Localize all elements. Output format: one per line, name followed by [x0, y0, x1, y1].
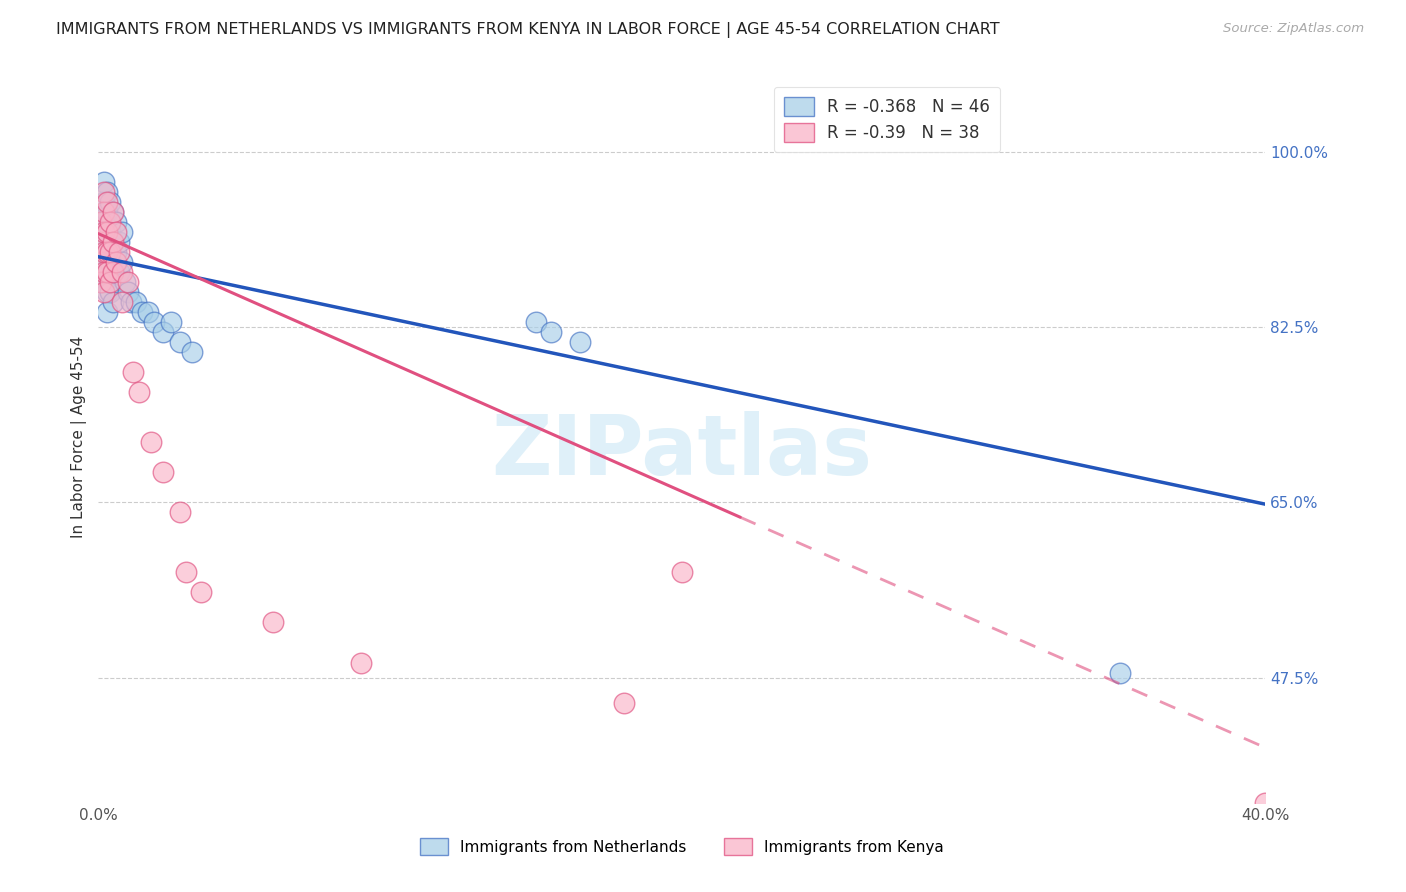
- Point: [90, 275, 112, 289]
- Point: [96, 244, 118, 259]
- Point: [101, 294, 124, 309]
- Point: [96, 185, 118, 199]
- Point: [93, 235, 115, 249]
- Legend: Immigrants from Netherlands, Immigrants from Kenya: Immigrants from Netherlands, Immigrants …: [413, 832, 950, 861]
- Point: [90, 214, 112, 228]
- Point: [104, 214, 127, 228]
- Point: [104, 254, 127, 268]
- Point: [96, 305, 118, 319]
- Point: [111, 225, 134, 239]
- Point: [122, 365, 145, 379]
- Point: [101, 235, 124, 249]
- Point: [262, 615, 284, 630]
- Point: [90, 235, 112, 249]
- Point: [93, 204, 115, 219]
- Point: [93, 214, 115, 228]
- Point: [98, 244, 121, 259]
- Point: [93, 244, 115, 259]
- Point: [98, 214, 121, 228]
- Point: [96, 265, 118, 279]
- Text: ZIPatlas: ZIPatlas: [492, 411, 872, 492]
- Point: [111, 294, 134, 309]
- Point: [114, 275, 136, 289]
- Point: [101, 265, 124, 279]
- Point: [93, 254, 115, 268]
- Point: [174, 566, 197, 580]
- Point: [568, 334, 591, 349]
- Point: [93, 225, 115, 239]
- Point: [98, 285, 121, 299]
- Point: [190, 585, 212, 599]
- Text: Source: ZipAtlas.com: Source: ZipAtlas.com: [1223, 22, 1364, 36]
- Point: [108, 235, 131, 249]
- Point: [96, 265, 118, 279]
- Point: [131, 305, 153, 319]
- Point: [96, 225, 118, 239]
- Point: [96, 225, 118, 239]
- Point: [111, 265, 134, 279]
- Point: [96, 194, 118, 209]
- Point: [136, 305, 159, 319]
- Point: [90, 254, 112, 268]
- Point: [101, 204, 124, 219]
- Point: [612, 696, 634, 710]
- Point: [108, 244, 131, 259]
- Point: [152, 325, 174, 339]
- Point: [98, 254, 121, 268]
- Point: [93, 285, 115, 299]
- Point: [160, 315, 183, 329]
- Point: [117, 285, 139, 299]
- Point: [128, 384, 150, 399]
- Point: [90, 214, 112, 228]
- Point: [98, 194, 121, 209]
- Point: [117, 275, 139, 289]
- Point: [90, 235, 112, 249]
- Point: [101, 265, 124, 279]
- Point: [93, 185, 115, 199]
- Point: [93, 194, 115, 209]
- Point: [671, 566, 693, 580]
- Point: [540, 325, 562, 339]
- Point: [98, 275, 121, 289]
- Point: [90, 254, 112, 268]
- Point: [93, 275, 115, 289]
- Point: [1108, 665, 1130, 680]
- Point: [111, 254, 134, 268]
- Point: [98, 225, 121, 239]
- Point: [169, 505, 191, 519]
- Point: [104, 244, 127, 259]
- Point: [108, 265, 131, 279]
- Point: [93, 175, 115, 189]
- Point: [142, 315, 165, 329]
- Point: [96, 244, 118, 259]
- Point: [350, 656, 373, 670]
- Point: [152, 465, 174, 479]
- Point: [101, 204, 124, 219]
- Point: [180, 345, 202, 359]
- Point: [93, 265, 115, 279]
- Point: [169, 334, 191, 349]
- Point: [1254, 796, 1277, 810]
- Point: [120, 294, 142, 309]
- Point: [96, 285, 118, 299]
- Point: [139, 435, 162, 450]
- Point: [104, 225, 127, 239]
- Y-axis label: In Labor Force | Age 45-54: In Labor Force | Age 45-54: [72, 336, 87, 538]
- Point: [96, 204, 118, 219]
- Point: [125, 294, 148, 309]
- Point: [524, 315, 547, 329]
- Point: [90, 275, 112, 289]
- Point: [101, 235, 124, 249]
- Text: IMMIGRANTS FROM NETHERLANDS VS IMMIGRANTS FROM KENYA IN LABOR FORCE | AGE 45-54 : IMMIGRANTS FROM NETHERLANDS VS IMMIGRANT…: [56, 22, 1000, 38]
